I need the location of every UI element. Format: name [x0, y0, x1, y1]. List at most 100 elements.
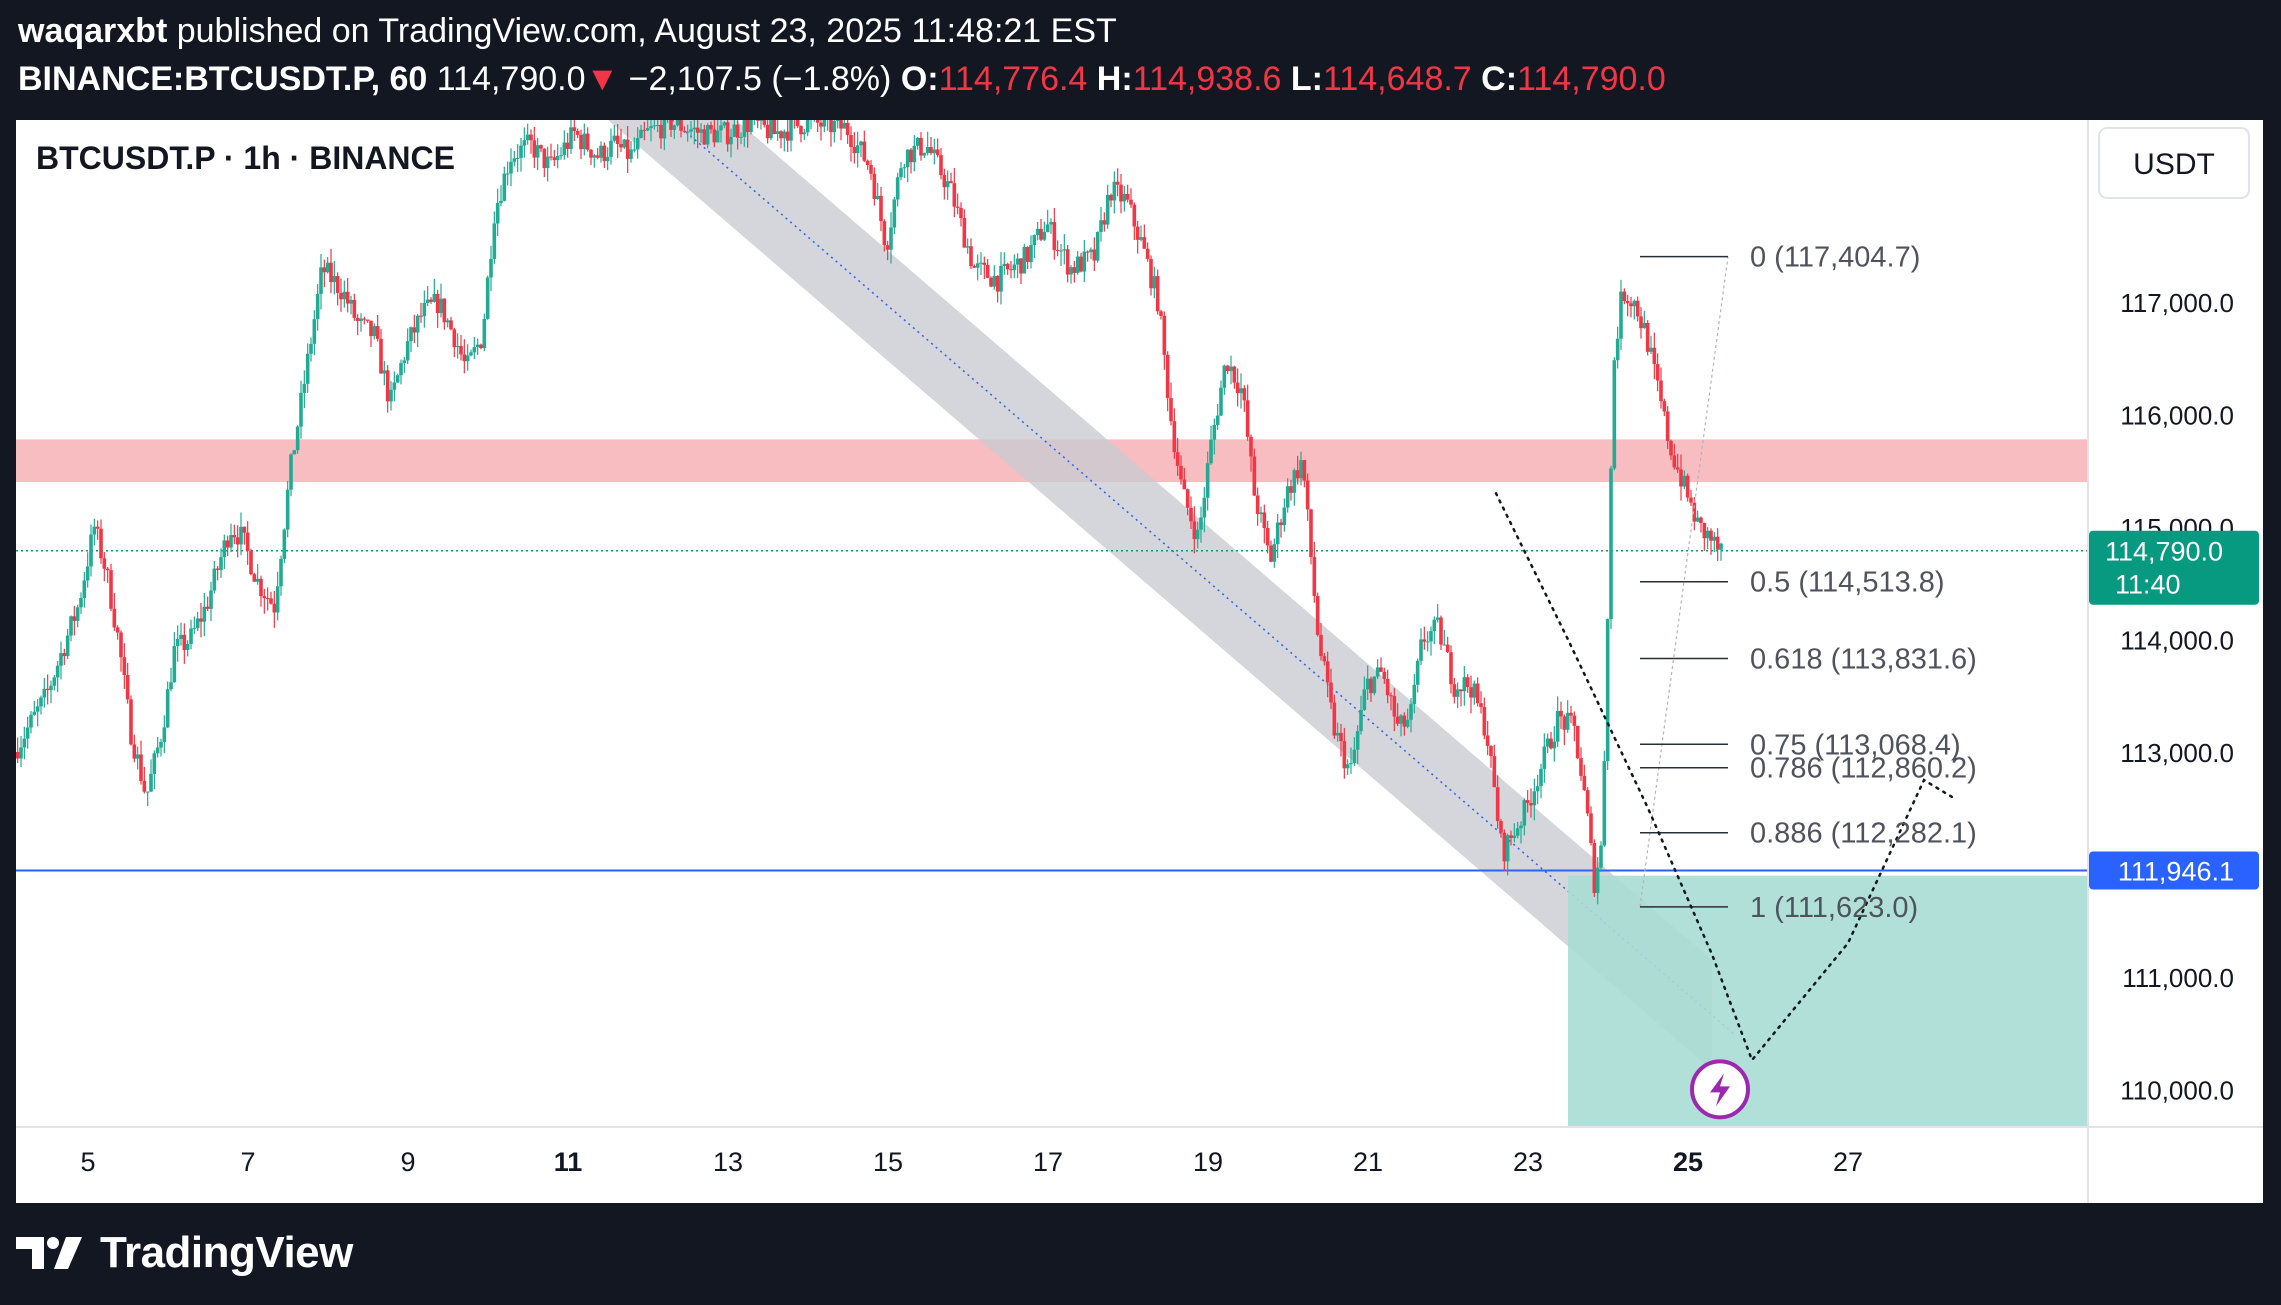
candle-body — [209, 590, 213, 609]
candle — [379, 329, 383, 374]
candle — [827, 120, 829, 131]
candle — [1429, 626, 1433, 656]
candle-body — [352, 299, 357, 318]
candle-body — [129, 699, 133, 745]
candle-body — [142, 780, 147, 792]
candle-body — [1342, 741, 1347, 769]
candle-body — [999, 265, 1003, 292]
candle-body — [1299, 460, 1303, 479]
candle-body — [569, 127, 573, 149]
candle — [1595, 857, 1600, 905]
candle-body — [659, 124, 663, 139]
price-chart[interactable]: 0 (117,404.7) 0.5 (114,513.8) 0.618 (113,8… — [16, 120, 2263, 1203]
candle — [725, 120, 730, 152]
candle — [1685, 473, 1690, 502]
candle — [495, 188, 500, 237]
candle — [1315, 592, 1320, 637]
candle — [1412, 673, 1417, 714]
candle-body — [452, 329, 457, 348]
candle — [1702, 522, 1707, 551]
candle — [262, 588, 267, 614]
candle-body — [945, 181, 950, 188]
candle-body — [805, 120, 810, 133]
time-tick-label: 15 — [873, 1147, 903, 1177]
candle — [259, 575, 263, 607]
candle — [745, 120, 750, 148]
candle — [829, 120, 833, 147]
candle — [1222, 364, 1227, 395]
candle — [185, 640, 190, 657]
candle-body — [1669, 440, 1673, 456]
candle — [79, 592, 83, 614]
candle — [1089, 247, 1093, 260]
candle-body — [382, 370, 387, 374]
price-tick-label: 110,000.0 — [2120, 1075, 2234, 1105]
candle — [905, 149, 910, 183]
candle — [1185, 488, 1190, 516]
candle — [445, 318, 450, 328]
candle-body — [1522, 800, 1527, 826]
candle-body — [385, 370, 390, 402]
candle — [1265, 520, 1270, 554]
candle-body — [65, 635, 70, 657]
candle-body — [79, 598, 83, 608]
candle — [1535, 774, 1540, 805]
candle — [1402, 712, 1407, 736]
candle — [1199, 506, 1203, 543]
candle — [1555, 696, 1560, 747]
candle-body — [1072, 267, 1077, 273]
candle-body — [645, 128, 650, 131]
candle — [1159, 309, 1163, 320]
candle — [1365, 665, 1370, 700]
candle-body — [1045, 224, 1050, 232]
candle-body — [309, 343, 313, 354]
time-tick-label: 23 — [1513, 1147, 1543, 1177]
candle — [209, 581, 213, 621]
candle — [1059, 243, 1063, 266]
candle-body — [529, 134, 533, 141]
candle — [1665, 406, 1670, 450]
candle — [1695, 510, 1700, 522]
candle-body — [459, 346, 463, 355]
candle-body — [152, 753, 157, 774]
candle-body — [435, 293, 440, 314]
candle — [372, 323, 377, 340]
candle — [142, 766, 147, 794]
candle — [182, 623, 187, 664]
candle-body — [315, 293, 320, 320]
candle-body — [1419, 639, 1423, 661]
candle-body — [562, 142, 567, 156]
candle-body — [1059, 250, 1063, 252]
candle — [89, 524, 93, 577]
candle-body — [32, 711, 37, 715]
candle — [1662, 398, 1667, 417]
candle-body — [1445, 644, 1450, 653]
candle-body — [172, 646, 177, 683]
candle-body — [112, 608, 117, 628]
candle-body — [1205, 463, 1210, 498]
candle — [1502, 829, 1507, 872]
candle-body — [959, 207, 963, 219]
candle — [1539, 763, 1543, 799]
candle — [1712, 532, 1717, 553]
candle-body — [362, 318, 367, 320]
candle — [239, 512, 243, 556]
candle-body — [329, 262, 333, 283]
candle — [1055, 240, 1060, 257]
candle — [813, 120, 815, 122]
candle-body — [1555, 710, 1560, 742]
candle-body — [1569, 712, 1573, 716]
candle-body — [582, 133, 587, 150]
candle — [939, 148, 943, 180]
candle — [1255, 487, 1260, 526]
candle-body — [1712, 536, 1717, 541]
candle-body — [1252, 456, 1257, 496]
candle — [922, 152, 927, 158]
candle — [1682, 470, 1687, 490]
candle — [315, 283, 320, 331]
candle-body — [52, 677, 57, 686]
candle — [515, 144, 520, 172]
candle — [1489, 745, 1493, 768]
candle — [432, 278, 437, 303]
chart-panel[interactable]: 0 (117,404.7) 0.5 (114,513.8) 0.618 (113,8… — [16, 120, 2263, 1203]
